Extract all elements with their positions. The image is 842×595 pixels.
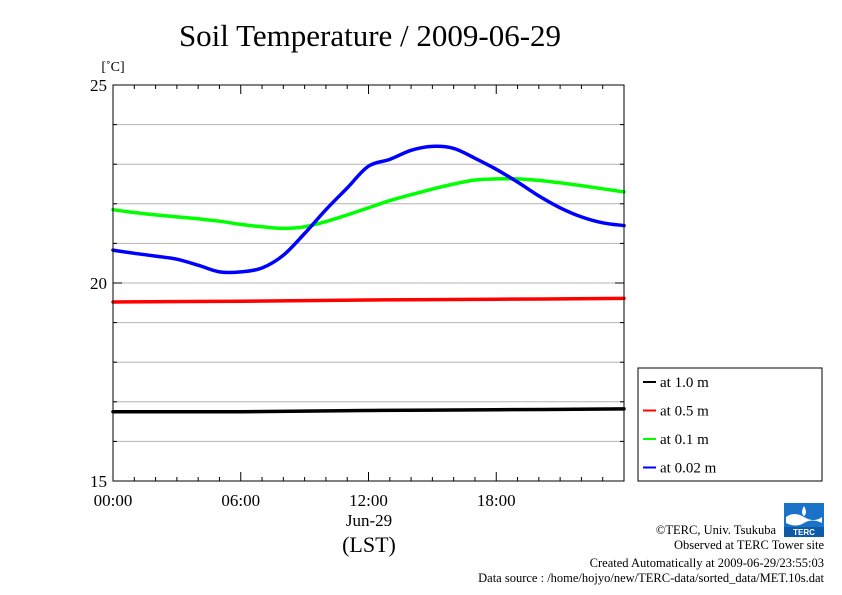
legend-label: at 0.02 m xyxy=(660,461,717,477)
data-point xyxy=(324,220,328,223)
data-point xyxy=(324,208,328,211)
data-point xyxy=(495,168,498,171)
data-point xyxy=(154,213,157,217)
y-axis-unit-label: [˚C] xyxy=(101,60,124,75)
data-point xyxy=(367,206,370,209)
terc-logo: TERC xyxy=(784,503,824,537)
data-point xyxy=(282,254,285,257)
data-point xyxy=(388,158,391,161)
legend: at 1.0 m at 0.5 m at 0.1 m at 0.02 m xyxy=(637,367,823,482)
data-point xyxy=(558,206,562,209)
data-point xyxy=(580,184,583,187)
data-point xyxy=(558,181,562,184)
x-axis-date-label: Jun-29 xyxy=(346,511,392,530)
data-point xyxy=(239,300,242,303)
data-point xyxy=(473,178,477,182)
data-point xyxy=(388,199,391,202)
data-point xyxy=(260,225,264,228)
x-axis-label: (LST) xyxy=(342,532,396,557)
observed-text: Observed at TERC Tower site xyxy=(673,538,824,552)
axes: 15 20 25 00:00 06:00 12:00 18:00 xyxy=(90,76,625,510)
data-point xyxy=(580,215,583,219)
data-point xyxy=(516,177,519,181)
data-point xyxy=(431,145,434,148)
copyright-text: ©TERC, Univ. Tsukuba xyxy=(655,523,776,537)
y-tick-label: 25 xyxy=(90,76,107,95)
legend-box xyxy=(637,367,823,482)
data-point xyxy=(197,264,200,267)
data-point xyxy=(409,149,413,152)
created-text: Created Automatically at 2009-06-29/23:5… xyxy=(589,556,824,570)
data-point xyxy=(346,186,349,190)
data-point xyxy=(133,252,136,255)
data-point xyxy=(473,157,477,160)
data-point xyxy=(367,409,370,412)
data-point xyxy=(303,225,306,228)
data-point xyxy=(495,408,498,411)
data-point xyxy=(516,180,519,184)
data-point xyxy=(133,211,136,214)
data-point xyxy=(452,182,455,186)
data-source-text: Data source : /home/hojyo/new/TERC-data/… xyxy=(478,571,824,585)
data-point xyxy=(239,410,242,413)
data-point xyxy=(154,254,157,258)
x-tick-label: 06:00 xyxy=(221,491,260,510)
x-tick-label: 12:00 xyxy=(349,491,388,510)
data-point xyxy=(175,258,179,261)
data-point xyxy=(431,187,434,191)
x-tick-label: 00:00 xyxy=(94,491,133,510)
legend-label: at 0.1 m xyxy=(660,432,709,448)
data-point xyxy=(537,179,540,182)
data-point xyxy=(367,165,370,168)
data-point xyxy=(495,177,498,181)
y-tick-label: 20 xyxy=(90,274,107,293)
data-point xyxy=(346,213,349,217)
data-point xyxy=(197,217,200,220)
data-point xyxy=(239,270,242,274)
data-point xyxy=(601,221,604,224)
legend-label: at 0.5 m xyxy=(660,404,709,420)
data-point xyxy=(239,223,242,226)
y-tick-label: 15 xyxy=(90,472,107,491)
data-point xyxy=(367,298,370,302)
data-point xyxy=(409,193,413,196)
logo-drop-icon xyxy=(802,506,806,516)
data-point xyxy=(303,232,306,235)
logo-text: TERC xyxy=(793,528,815,537)
chart-title: Soil Temperature / 2009-06-29 xyxy=(179,18,561,53)
data-point xyxy=(260,266,264,270)
logo-text-band xyxy=(784,527,824,537)
data-point xyxy=(218,220,221,223)
data-point xyxy=(601,187,604,190)
data-point xyxy=(495,298,498,301)
logo-wave-icon xyxy=(786,514,822,526)
grid-lines xyxy=(113,124,624,442)
data-point xyxy=(537,194,540,198)
data-point xyxy=(452,147,455,150)
data-series xyxy=(111,144,626,414)
legend-label: at 1.0 m xyxy=(660,375,709,391)
x-tick-label: 18:00 xyxy=(477,491,516,510)
data-point xyxy=(175,215,179,219)
data-point xyxy=(282,227,285,230)
data-point xyxy=(218,270,221,274)
